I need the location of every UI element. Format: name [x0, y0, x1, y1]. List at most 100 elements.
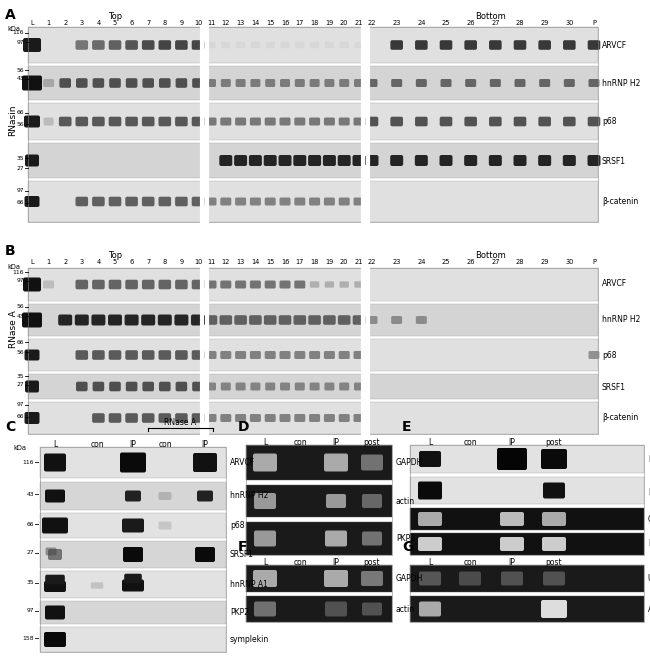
FancyBboxPatch shape	[254, 601, 276, 617]
FancyBboxPatch shape	[159, 350, 171, 360]
FancyBboxPatch shape	[324, 570, 348, 587]
FancyBboxPatch shape	[159, 78, 170, 88]
FancyBboxPatch shape	[489, 155, 502, 166]
FancyBboxPatch shape	[92, 382, 104, 392]
FancyBboxPatch shape	[280, 414, 291, 422]
FancyBboxPatch shape	[294, 197, 305, 205]
FancyBboxPatch shape	[564, 79, 575, 87]
FancyBboxPatch shape	[254, 493, 276, 509]
FancyBboxPatch shape	[220, 315, 232, 325]
Text: ACA44 snoRNA: ACA44 snoRNA	[648, 605, 650, 613]
Bar	[28, 143, 202, 178]
Text: F: F	[238, 540, 248, 554]
Text: con: con	[158, 440, 172, 449]
FancyBboxPatch shape	[354, 42, 364, 48]
Bar	[207, 268, 363, 301]
Text: 35: 35	[16, 374, 24, 378]
Text: 18: 18	[311, 20, 318, 26]
Text: 30: 30	[565, 259, 573, 265]
FancyBboxPatch shape	[439, 155, 452, 166]
FancyBboxPatch shape	[205, 118, 216, 126]
FancyBboxPatch shape	[206, 42, 216, 48]
Bar	[368, 66, 598, 100]
FancyBboxPatch shape	[220, 280, 231, 288]
FancyBboxPatch shape	[75, 350, 88, 360]
FancyBboxPatch shape	[159, 197, 171, 207]
FancyBboxPatch shape	[192, 382, 204, 392]
FancyBboxPatch shape	[250, 414, 261, 422]
FancyBboxPatch shape	[264, 315, 276, 325]
FancyBboxPatch shape	[25, 412, 40, 424]
FancyBboxPatch shape	[250, 197, 261, 205]
Text: 7: 7	[146, 20, 150, 26]
FancyBboxPatch shape	[176, 382, 187, 392]
Text: 116: 116	[23, 459, 34, 465]
Text: 25: 25	[442, 259, 450, 265]
Bar	[246, 596, 392, 622]
Text: 1: 1	[47, 259, 51, 265]
Bar	[28, 181, 202, 222]
FancyBboxPatch shape	[497, 448, 527, 470]
FancyBboxPatch shape	[295, 79, 305, 87]
Text: SRSF1: SRSF1	[602, 157, 626, 166]
FancyBboxPatch shape	[45, 490, 65, 503]
Bar	[40, 447, 226, 652]
FancyBboxPatch shape	[325, 530, 347, 547]
FancyBboxPatch shape	[419, 451, 441, 467]
Text: 66: 66	[16, 415, 24, 420]
FancyBboxPatch shape	[109, 413, 122, 423]
FancyBboxPatch shape	[92, 350, 105, 360]
FancyBboxPatch shape	[280, 351, 291, 359]
Bar	[28, 268, 202, 301]
FancyBboxPatch shape	[418, 512, 442, 526]
Text: 21: 21	[355, 20, 363, 26]
FancyBboxPatch shape	[514, 116, 526, 126]
FancyBboxPatch shape	[220, 351, 231, 359]
FancyBboxPatch shape	[221, 79, 231, 87]
FancyBboxPatch shape	[294, 118, 305, 126]
Text: ARVCF: ARVCF	[602, 41, 627, 49]
Text: 11: 11	[207, 20, 215, 26]
FancyBboxPatch shape	[295, 382, 305, 390]
Bar	[28, 402, 202, 434]
Text: post: post	[546, 558, 562, 567]
FancyBboxPatch shape	[265, 197, 276, 205]
FancyBboxPatch shape	[354, 382, 364, 390]
Text: 8: 8	[162, 259, 167, 265]
FancyBboxPatch shape	[58, 315, 72, 326]
FancyBboxPatch shape	[280, 79, 290, 87]
FancyBboxPatch shape	[324, 453, 348, 472]
Text: con: con	[293, 558, 307, 567]
Text: hnRNP H2: hnRNP H2	[602, 315, 640, 324]
FancyBboxPatch shape	[265, 118, 276, 126]
Text: RNasin: RNasin	[8, 104, 18, 136]
FancyBboxPatch shape	[339, 282, 349, 288]
Text: ARVCF: ARVCF	[602, 280, 627, 288]
FancyBboxPatch shape	[339, 382, 349, 390]
FancyBboxPatch shape	[279, 315, 291, 325]
Text: 24: 24	[417, 259, 426, 265]
FancyBboxPatch shape	[44, 453, 66, 472]
FancyBboxPatch shape	[500, 537, 524, 551]
Text: post: post	[546, 438, 562, 447]
Bar	[246, 445, 392, 480]
FancyBboxPatch shape	[92, 197, 105, 207]
FancyBboxPatch shape	[354, 118, 365, 126]
Bar	[368, 103, 598, 140]
Text: 27: 27	[26, 551, 34, 555]
FancyBboxPatch shape	[324, 79, 334, 87]
FancyBboxPatch shape	[265, 414, 276, 422]
FancyBboxPatch shape	[249, 155, 262, 166]
Bar	[28, 268, 202, 434]
FancyBboxPatch shape	[142, 197, 155, 207]
Text: 27: 27	[491, 20, 500, 26]
FancyBboxPatch shape	[205, 280, 216, 288]
Bar	[28, 103, 202, 140]
FancyBboxPatch shape	[159, 280, 171, 290]
FancyBboxPatch shape	[309, 351, 320, 359]
Bar	[207, 268, 363, 434]
FancyBboxPatch shape	[489, 40, 502, 50]
FancyBboxPatch shape	[391, 79, 402, 87]
FancyBboxPatch shape	[142, 382, 154, 392]
Bar	[410, 508, 644, 530]
